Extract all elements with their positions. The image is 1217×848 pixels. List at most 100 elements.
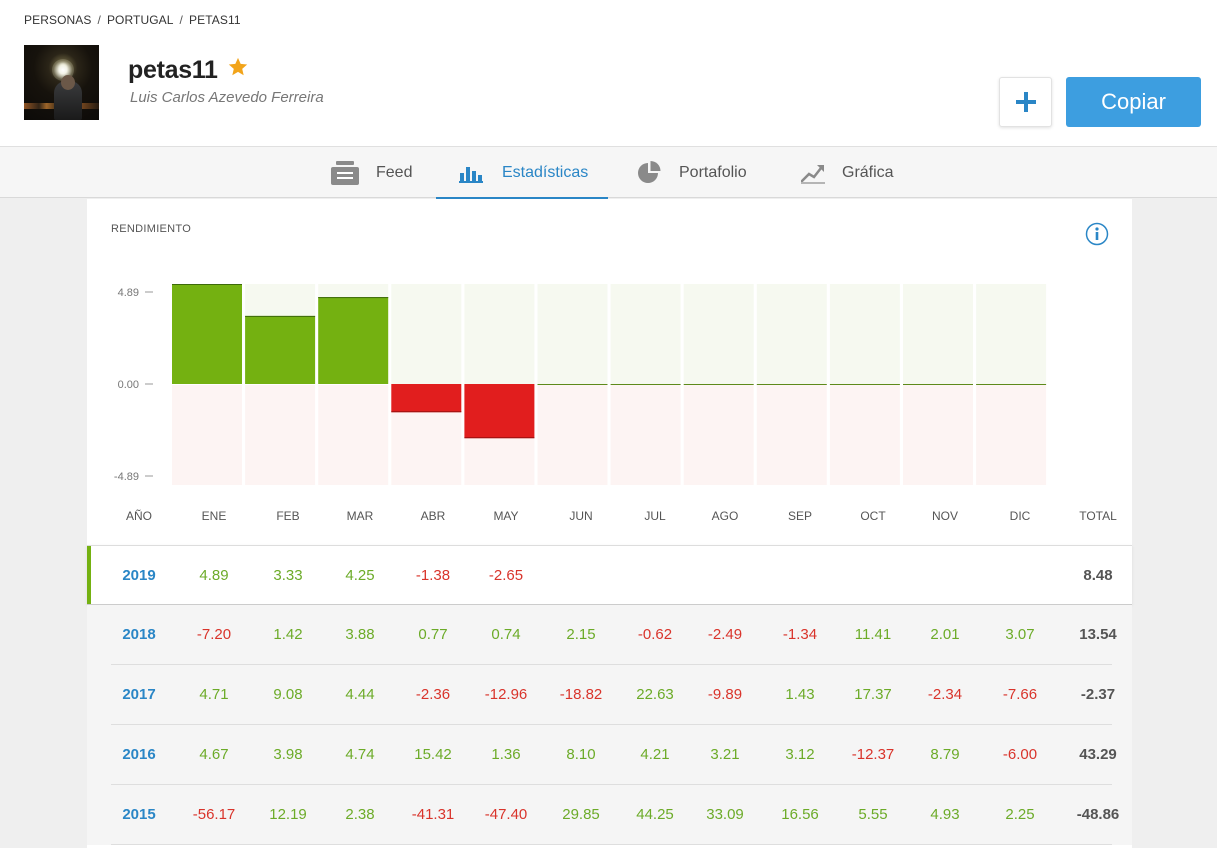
- breadcrumb-current: PETAS11: [188, 13, 241, 27]
- monthly-return-cell: -41.31: [411, 806, 455, 823]
- monthly-return-cell: 17.37: [854, 686, 892, 703]
- chart-negative-bg: [976, 385, 1047, 485]
- bar-zero-line: [537, 384, 608, 385]
- section-title: RENDIMIENTO: [111, 223, 192, 235]
- y-tick-label: 0.00: [118, 379, 139, 391]
- column-header-month: FEB: [276, 509, 300, 523]
- breadcrumb-separator: /: [97, 13, 101, 27]
- monthly-return-cell: 0.77: [418, 626, 448, 643]
- table-row[interactable]: 2018 -7.20 1.42 3.88 0.77 0.74 2.15 -0.62 -2.49 -…: [87, 605, 1132, 665]
- bar-zero-line: [829, 384, 900, 385]
- yearly-total-cell: 43.29: [1079, 746, 1117, 763]
- column-header-month: JUL: [644, 509, 666, 523]
- monthly-return-cell: -2.34: [927, 686, 963, 703]
- chart-negative-bg: [245, 385, 316, 485]
- monthly-return-cell: 1.43: [785, 686, 815, 703]
- monthly-return-cell: -6.00: [1002, 746, 1038, 763]
- monthly-return-cell: 29.85: [562, 806, 600, 823]
- monthly-return-cell: 16.56: [781, 806, 819, 823]
- table-row[interactable]: 2016 4.67 3.98 4.74 15.42 1.36 8.10 4.21 3.21 3.1…: [87, 725, 1132, 785]
- chart-positive-bg: [756, 284, 827, 384]
- column-header-month: NOV: [931, 509, 959, 523]
- monthly-return-cell: 4.89: [199, 567, 229, 584]
- table-row-current-year[interactable]: 2019 4.89 3.33 4.25 -1.38 -2.65 8.48: [87, 545, 1132, 605]
- feed-icon: [331, 160, 359, 185]
- avatar[interactable]: [24, 45, 99, 120]
- column-header-month: AGO: [711, 509, 739, 523]
- monthly-return-cell: -18.82: [559, 686, 603, 703]
- monthly-return-cell: 0.74: [491, 626, 521, 643]
- year-link[interactable]: 2015: [122, 806, 156, 823]
- breadcrumb-portugal[interactable]: PORTUGAL: [106, 13, 174, 27]
- bar-zero-line: [756, 384, 827, 385]
- chart-negative-bg: [683, 385, 754, 485]
- copy-button[interactable]: Copiar: [1066, 77, 1201, 127]
- add-watchlist-button[interactable]: [999, 77, 1052, 127]
- monthly-return-cell: 4.44: [345, 686, 375, 703]
- chart-positive-bg: [683, 284, 754, 384]
- monthly-return-cell: 4.71: [199, 686, 229, 703]
- tab-portafolio-label: Portafolio: [679, 163, 747, 181]
- chart-positive-bg: [610, 284, 681, 384]
- full-name: Luis Carlos Azevedo Ferreira: [130, 89, 324, 106]
- monthly-return-cell: 1.36: [491, 746, 521, 763]
- tab-grafica[interactable]: Gráfica: [801, 147, 894, 198]
- bar: [464, 384, 535, 439]
- column-header-month: JUN: [569, 509, 593, 523]
- tab-estadisticas[interactable]: Estadísticas: [436, 147, 608, 199]
- monthly-return-cell: 5.55: [858, 806, 888, 823]
- bar-edge: [464, 437, 535, 439]
- tab-grafica-label: Gráfica: [842, 163, 894, 181]
- bar-zero-line: [976, 384, 1047, 385]
- info-icon[interactable]: [1085, 222, 1109, 246]
- chart-negative-bg: [756, 385, 827, 485]
- tab-portafolio[interactable]: Portafolio: [636, 147, 747, 198]
- y-tick-label: -4.89: [114, 471, 139, 483]
- profile-header: PERSONAS / PORTUGAL / PETAS11 petas11 Luis C…: [0, 0, 1217, 147]
- chart-positive-bg: [976, 284, 1047, 384]
- column-header-year: AÑO: [125, 509, 153, 523]
- bar: [245, 315, 316, 384]
- monthly-return-cell: 4.21: [640, 746, 670, 763]
- monthly-return-cell: 4.25: [345, 567, 375, 584]
- monthly-return-cell: -2.36: [415, 686, 451, 703]
- column-header-month: MAY: [493, 509, 519, 523]
- bar-edge: [318, 297, 389, 299]
- column-headers: AÑO ENE FEB MAR ABR MAY JUN JUL AGO SEP OCT NOV DIC T…: [87, 505, 1132, 525]
- monthly-return-cell: 2.15: [566, 626, 596, 643]
- monthly-return-cell: 33.09: [706, 806, 744, 823]
- monthly-return-cell: 9.08: [273, 686, 303, 703]
- tab-estadisticas-label: Estadísticas: [502, 163, 589, 181]
- chart-positive-bg: [464, 284, 535, 384]
- column-header-month: SEP: [787, 509, 813, 523]
- tab-feed[interactable]: Feed: [331, 147, 412, 198]
- table-row[interactable]: 2015 -56.17 12.19 2.38 -41.31 -47.40 29.85 44.2…: [87, 785, 1132, 845]
- trend-chart-icon: [801, 164, 825, 184]
- monthly-return-cell: 4.67: [199, 746, 229, 763]
- plus-icon: [1015, 92, 1036, 112]
- monthly-return-cell: 3.88: [345, 626, 375, 643]
- monthly-return-cell: 3.07: [1005, 626, 1035, 643]
- monthly-return-cell: 44.25: [636, 806, 674, 823]
- bar-zero-line: [903, 384, 973, 385]
- yearly-total-cell: 8.48: [1083, 567, 1113, 584]
- monthly-return-cell: 22.63: [636, 686, 674, 703]
- monthly-return-cell: 12.19: [269, 806, 307, 823]
- chart-positive-bg: [537, 284, 608, 384]
- pie-chart-icon: [638, 160, 661, 183]
- year-link[interactable]: 2018: [122, 626, 156, 643]
- monthly-return-cell: 8.10: [566, 746, 596, 763]
- yearly-total-cell: 13.54: [1079, 626, 1117, 643]
- table-row[interactable]: 2017 4.71 9.08 4.44 -2.36 -12.96 -18.82 22.63 -9…: [87, 665, 1132, 725]
- breadcrumb-personas[interactable]: PERSONAS: [24, 13, 92, 27]
- chart-positive-bg: [829, 284, 900, 384]
- bar: [172, 284, 242, 384]
- monthly-return-cell: 4.93: [930, 806, 960, 823]
- chart-negative-bg: [903, 385, 973, 485]
- year-link[interactable]: 2019: [122, 567, 156, 584]
- year-link[interactable]: 2017: [122, 686, 156, 703]
- monthly-return-cell: 4.74: [345, 746, 375, 763]
- year-link[interactable]: 2016: [122, 746, 156, 763]
- monthly-return-cell: -0.62: [637, 626, 673, 643]
- yearly-total-cell: -2.37: [1080, 686, 1116, 703]
